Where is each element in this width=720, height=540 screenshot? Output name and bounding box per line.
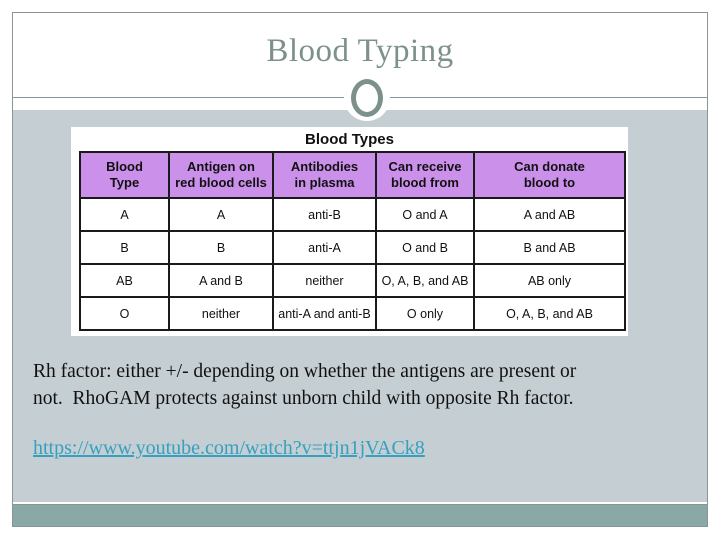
bottom-accent-band <box>13 504 707 526</box>
table-cell: O only <box>375 296 475 331</box>
table-cell: AB only <box>473 263 626 298</box>
table-row: AB A and B neither O, A, B, and AB AB on… <box>79 263 626 298</box>
table-cell: A and AB <box>473 197 626 232</box>
table-cell: O, A, B, and AB <box>473 296 626 331</box>
blood-types-table: Blood Type Antigen on red blood cells An… <box>79 151 626 331</box>
table-cell: O <box>79 296 170 331</box>
table-cell: A <box>168 197 274 232</box>
table-cell: AB <box>79 263 170 298</box>
table-cell: anti-A and anti-B <box>272 296 377 331</box>
blood-types-figure: Blood Types Blood Type Antigen on red bl… <box>71 127 628 336</box>
table-header-cell: Antibodies in plasma <box>272 151 377 199</box>
table-row: A A anti-B O and A A and AB <box>79 197 626 232</box>
rh-factor-text: Rh factor: either +/- depending on wheth… <box>33 358 693 412</box>
table-row: B B anti-A O and B B and AB <box>79 230 626 265</box>
slide: Blood Typing Blood Types Blood Type Anti… <box>12 12 708 527</box>
table-cell: anti-B <box>272 197 377 232</box>
table-cell: O and B <box>375 230 475 265</box>
table-header-cell: Antigen on red blood cells <box>168 151 274 199</box>
table-cell: A and B <box>168 263 274 298</box>
circle-ornament-icon <box>351 79 383 117</box>
table-header-cell: Can receive blood from <box>375 151 475 199</box>
table-cell: neither <box>272 263 377 298</box>
table-cell: B <box>79 230 170 265</box>
table-row: O neither anti-A and anti-B O only O, A,… <box>79 296 626 331</box>
table-cell: O and A <box>375 197 475 232</box>
figure-caption: Blood Types <box>305 131 394 148</box>
table-header-cell: Blood Type <box>79 151 170 199</box>
page-title: Blood Typing <box>266 33 454 69</box>
table-cell: B <box>168 230 274 265</box>
table-cell: A <box>79 197 170 232</box>
table-cell: O, A, B, and AB <box>375 263 475 298</box>
table-cell: neither <box>168 296 274 331</box>
table-header-row: Blood Type Antigen on red blood cells An… <box>79 151 626 199</box>
rh-factor-text-line-1: Rh factor: either +/- depending on wheth… <box>33 361 577 382</box>
table-header-cell: Can donate blood to <box>473 151 626 199</box>
table-cell: anti-A <box>272 230 377 265</box>
table-cell: B and AB <box>473 230 626 265</box>
rh-factor-text-line-2: not. RhoGAM protects against unborn chil… <box>33 388 574 409</box>
youtube-link[interactable]: https://www.youtube.com/watch?v=ttjn1jVA… <box>33 437 425 459</box>
